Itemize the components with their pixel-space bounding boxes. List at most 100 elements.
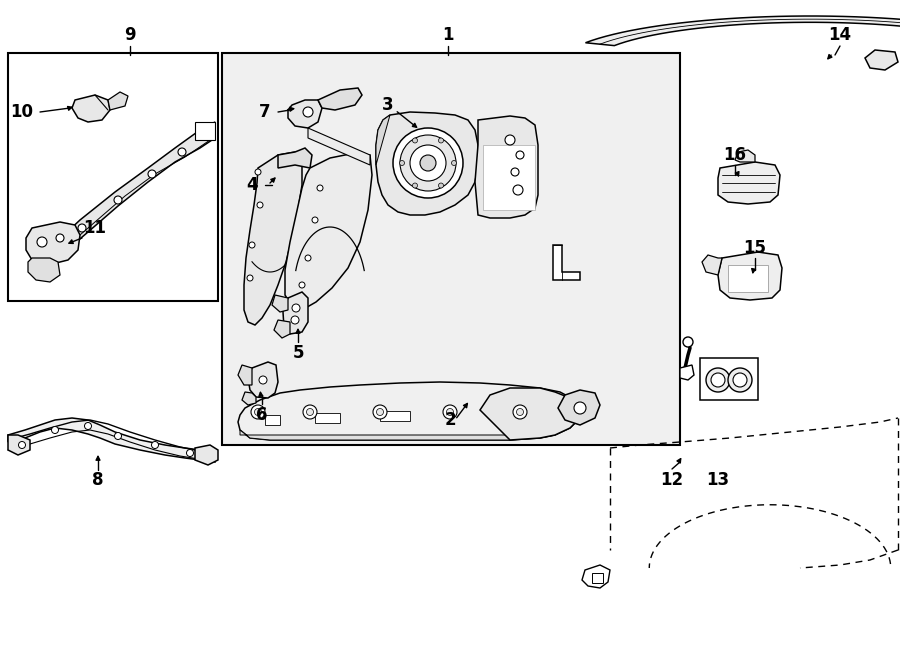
Circle shape	[312, 217, 318, 223]
Circle shape	[257, 202, 263, 208]
Circle shape	[505, 135, 515, 145]
Circle shape	[438, 183, 444, 188]
Text: 8: 8	[92, 471, 104, 489]
Circle shape	[85, 422, 92, 430]
Circle shape	[247, 275, 253, 281]
Circle shape	[51, 426, 59, 434]
Polygon shape	[50, 122, 215, 258]
Circle shape	[683, 337, 693, 347]
Text: 11: 11	[84, 219, 106, 237]
Circle shape	[178, 148, 186, 156]
Circle shape	[733, 373, 747, 387]
Circle shape	[706, 368, 730, 392]
Text: 7: 7	[259, 103, 271, 121]
Circle shape	[37, 237, 47, 247]
Polygon shape	[248, 362, 278, 398]
Circle shape	[151, 442, 158, 449]
Text: 6: 6	[256, 406, 268, 424]
Circle shape	[114, 432, 122, 440]
Circle shape	[255, 408, 262, 416]
Circle shape	[574, 402, 586, 414]
Circle shape	[452, 161, 456, 165]
Polygon shape	[582, 565, 610, 588]
Text: 9: 9	[124, 26, 136, 44]
Polygon shape	[553, 245, 580, 280]
Text: 15: 15	[743, 239, 767, 257]
Circle shape	[186, 449, 194, 457]
Circle shape	[393, 128, 463, 198]
Circle shape	[305, 255, 311, 261]
Circle shape	[19, 442, 25, 449]
Text: 14: 14	[828, 26, 851, 44]
Polygon shape	[222, 53, 680, 445]
Polygon shape	[702, 255, 722, 275]
Polygon shape	[718, 162, 780, 204]
Circle shape	[446, 408, 454, 416]
Text: 10: 10	[11, 103, 33, 121]
Text: 1: 1	[442, 26, 454, 44]
Text: 12: 12	[661, 471, 684, 489]
Circle shape	[511, 168, 519, 176]
Circle shape	[438, 138, 444, 143]
Polygon shape	[592, 573, 603, 583]
Polygon shape	[558, 390, 600, 425]
Circle shape	[412, 138, 418, 143]
Circle shape	[400, 161, 404, 165]
Circle shape	[251, 405, 265, 419]
Polygon shape	[72, 95, 110, 122]
Circle shape	[299, 282, 305, 288]
Circle shape	[728, 368, 752, 392]
Polygon shape	[240, 430, 555, 440]
Polygon shape	[195, 445, 218, 465]
Polygon shape	[735, 150, 755, 162]
Circle shape	[303, 405, 317, 419]
Circle shape	[317, 185, 323, 191]
Polygon shape	[195, 122, 215, 140]
Circle shape	[513, 405, 527, 419]
Polygon shape	[28, 258, 60, 282]
Polygon shape	[315, 413, 340, 423]
Polygon shape	[285, 153, 372, 310]
Circle shape	[412, 183, 418, 188]
Circle shape	[517, 408, 524, 416]
Circle shape	[303, 107, 313, 117]
Polygon shape	[8, 435, 30, 455]
Polygon shape	[380, 411, 410, 421]
Polygon shape	[238, 365, 252, 385]
Polygon shape	[278, 148, 312, 168]
Polygon shape	[700, 358, 758, 400]
Circle shape	[420, 155, 436, 171]
Circle shape	[291, 316, 299, 324]
Polygon shape	[244, 152, 302, 325]
Polygon shape	[242, 392, 256, 405]
Polygon shape	[108, 92, 128, 110]
Circle shape	[410, 145, 446, 181]
Circle shape	[78, 224, 86, 232]
Circle shape	[400, 135, 456, 191]
Text: 2: 2	[445, 411, 455, 429]
Polygon shape	[483, 145, 535, 210]
Circle shape	[376, 408, 383, 416]
Text: 16: 16	[724, 146, 746, 164]
Polygon shape	[272, 295, 288, 312]
Polygon shape	[680, 365, 694, 380]
Text: 13: 13	[706, 471, 730, 489]
Polygon shape	[308, 128, 370, 165]
Circle shape	[148, 170, 156, 178]
Polygon shape	[718, 252, 782, 300]
Circle shape	[114, 196, 122, 204]
Polygon shape	[318, 88, 362, 110]
Circle shape	[56, 234, 64, 242]
Polygon shape	[274, 320, 290, 338]
Circle shape	[307, 408, 313, 416]
Circle shape	[516, 151, 524, 159]
Polygon shape	[480, 388, 580, 440]
Polygon shape	[26, 222, 80, 265]
Polygon shape	[8, 418, 215, 462]
Circle shape	[249, 242, 255, 248]
Circle shape	[255, 169, 261, 175]
Polygon shape	[376, 112, 478, 215]
Polygon shape	[586, 16, 900, 58]
Polygon shape	[238, 382, 580, 440]
Text: 5: 5	[292, 344, 304, 362]
